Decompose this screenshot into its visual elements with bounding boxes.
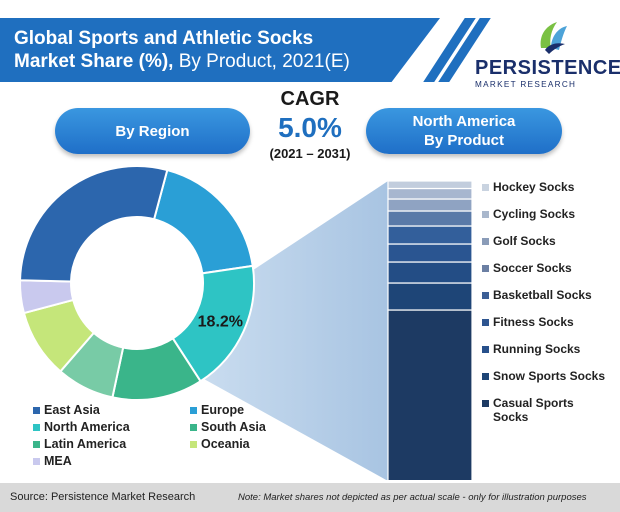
bar-segment-hockey-socks [387, 180, 473, 190]
legend-swatch [482, 373, 489, 380]
legend-swatch [482, 292, 489, 299]
cagr-label: CAGR [280, 88, 340, 110]
legend-swatch [190, 407, 197, 414]
legend-swatch [482, 184, 489, 191]
footer-bar: Source: Persistence Market Research Note… [0, 483, 620, 512]
bar-segment-snow-sports-socks [387, 282, 473, 311]
north-america-by-product-pill: North America By Product [366, 108, 562, 154]
legend-swatch [482, 346, 489, 353]
donut-slice-europe [152, 168, 254, 275]
footer-source: Source: Persistence Market Research [10, 491, 196, 503]
logo-tagline: MARKET RESEARCH [475, 80, 577, 89]
bar-segment-fitness-socks [387, 243, 473, 263]
legend-swatch [482, 238, 489, 245]
legend-label: Europe [201, 403, 245, 417]
legend-label: South Asia [201, 420, 266, 434]
legend-swatch [33, 407, 40, 414]
bar-segment-golf-socks [387, 198, 473, 212]
cagr-period: (2021 – 2031) [269, 146, 351, 161]
legend-swatch [482, 400, 489, 407]
legend-label: Running Socks [493, 342, 581, 356]
connector-wedge [203, 181, 388, 480]
legend-label: Cycling Socks [493, 207, 576, 221]
bar-segment-soccer-socks [387, 210, 473, 227]
by-region-pill: By Region [55, 108, 250, 154]
footer-note: Note: Market shares not depicted as per … [238, 492, 587, 503]
logo-name: PERSISTENCE [475, 57, 620, 79]
legend-swatch [33, 441, 40, 448]
legend-label: Casual Sports Socks [493, 396, 574, 424]
legend-swatch [482, 211, 489, 218]
legend-swatch [482, 265, 489, 272]
bar-segment-casual-sports-socks [387, 309, 473, 480]
title-banner [0, 18, 440, 82]
pill-right-line2: By Product [423, 132, 504, 149]
legend-swatch [33, 458, 40, 465]
donut-highlight-label: 18.2% [198, 314, 243, 331]
legend-label: Golf Socks [493, 234, 556, 248]
title-bold-line2: Market Share (%), [14, 51, 174, 72]
bar-segment-cycling-socks [387, 187, 473, 200]
legend-label: Fitness Socks [493, 315, 574, 329]
legend-label: Basketball Socks [493, 288, 592, 302]
legend-label: East Asia [44, 403, 100, 417]
legend-label: Soccer Socks [493, 261, 572, 275]
title-regular: By Product, 2021(E) [173, 51, 350, 72]
legend-swatch [190, 441, 197, 448]
title-bold-line1: Global Sports and Athletic Socks [14, 28, 314, 49]
persistence-leaf-logo-icon [540, 22, 567, 54]
bar-segment-basketball-socks [387, 225, 473, 245]
legend-label: Hockey Socks [493, 180, 575, 194]
chart-title: Global Sports and Athletic Socks Market … [14, 27, 424, 73]
bar-segment-running-socks [387, 261, 473, 284]
legend-swatch [482, 319, 489, 326]
pill-right-line1: North America [412, 113, 516, 130]
legend-label: Oceania [201, 437, 250, 451]
legend-label: MEA [44, 454, 72, 468]
legend-label: Snow Sports Socks [493, 369, 606, 383]
legend-swatch [190, 424, 197, 431]
legend-label: Latin America [44, 437, 127, 451]
donut-slice-east-asia [19, 165, 169, 283]
chart-canvas: 18.2% [19, 165, 473, 480]
cagr-value: 5.0% [278, 112, 342, 143]
legend-swatch [33, 424, 40, 431]
persistence-logo: PERSISTENCE MARKET RESEARCH [475, 16, 620, 89]
legend-label: North America [44, 420, 130, 434]
